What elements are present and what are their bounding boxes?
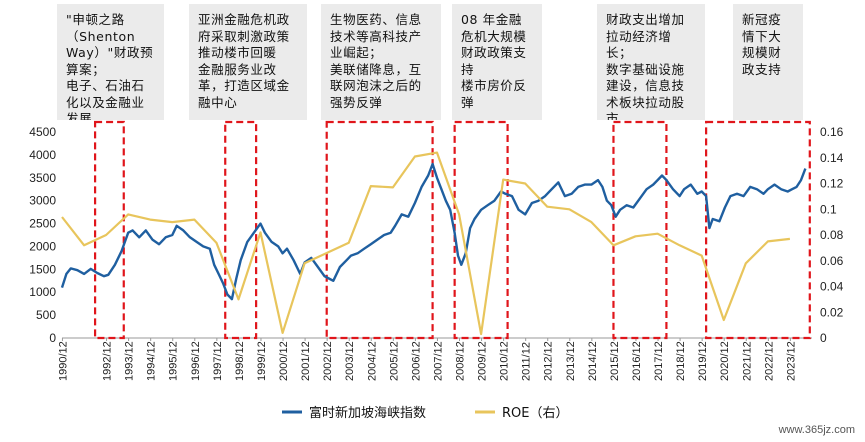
y-right-tick-label: 0.12 xyxy=(820,177,844,191)
x-tick-label: 2004/12 xyxy=(366,341,378,381)
y-left-tick-label: 4500 xyxy=(29,125,56,139)
x-tick-label: 2012/12 xyxy=(543,341,555,381)
x-tick-label: 2015/12 xyxy=(609,341,621,381)
x-tick-label: 1992/12 xyxy=(102,341,114,381)
x-tick-label: 2016/12 xyxy=(631,341,643,381)
y-right-tick-label: 0.06 xyxy=(820,254,844,268)
x-tick-label: 1994/12 xyxy=(146,341,158,381)
x-tick-label: 2007/12 xyxy=(432,341,444,381)
y-right-tick-label: 0.04 xyxy=(820,280,844,294)
x-tick-label: 2002/12 xyxy=(322,341,334,381)
x-tick-label: 1996/12 xyxy=(190,341,202,381)
y-left-tick-label: 1000 xyxy=(29,285,56,299)
x-tick-label: 2003/12 xyxy=(344,341,356,381)
y-left-tick-label: 2500 xyxy=(29,217,56,231)
x-tick-label: 2001/12 xyxy=(300,341,312,381)
highlight-period-box xyxy=(93,120,125,340)
highlight-period-box xyxy=(705,120,811,340)
x-tick-label: 2008/12 xyxy=(455,341,467,381)
annotation-1991: "申顿之路 （Shenton Way）"财政预 算案； 电子、石油石 化以及金融… xyxy=(57,4,164,120)
series-line-roe xyxy=(61,151,791,336)
x-tick-label: 2005/12 xyxy=(388,341,400,381)
highlight-period-box xyxy=(325,120,434,340)
x-tick-label: 1990/12 xyxy=(57,341,69,381)
x-tick-label: 2022/12 xyxy=(763,341,775,381)
highlight-period-box xyxy=(224,120,258,340)
y-left-tick-label: 0 xyxy=(49,331,56,345)
annotation-2008: 08 年金融 危机大规模 财政政策支 持 楼市房价反 弹 xyxy=(452,4,542,120)
y-right-tick-label: 0.16 xyxy=(820,125,844,139)
x-tick-label: 2020/12 xyxy=(719,341,731,381)
y-right-tick-label: 0.08 xyxy=(820,228,844,242)
x-tick-label: 1993/12 xyxy=(124,341,136,381)
x-tick-label: 2006/12 xyxy=(410,341,422,381)
x-tick-label: 2014/12 xyxy=(587,341,599,381)
legend-label-roe: ROE（右） xyxy=(502,406,568,421)
x-tick-label: 2000/12 xyxy=(278,341,290,381)
x-tick-label: 2009/12 xyxy=(477,341,489,381)
x-tick-label: 2013/12 xyxy=(565,341,577,381)
x-tick-label: 2021/12 xyxy=(741,341,753,381)
series-line-index xyxy=(60,162,807,301)
y-right-tick-label: 0.14 xyxy=(820,151,844,165)
x-tick-label: 2017/12 xyxy=(653,341,665,381)
highlight-period-box xyxy=(612,120,668,340)
x-tick-label: 2023/12 xyxy=(785,341,797,381)
x-tick-label: 2018/12 xyxy=(675,341,687,381)
y-right-tick-label: 0.02 xyxy=(820,305,844,319)
y-left-tick-label: 2000 xyxy=(29,239,56,253)
x-tick-label: 2010/12 xyxy=(499,341,511,381)
legend-label-index: 富时新加坡海峡指数 xyxy=(309,405,426,421)
annotation-1998: 亚洲金融危机政 府采取刺激政策 推动楼市回暖 金融服务业改 革，打造区域金 融中… xyxy=(189,4,307,120)
y-left-tick-label: 500 xyxy=(36,308,56,322)
watermark: www.365jz.com xyxy=(778,424,855,436)
x-tick-label: 2011/12 xyxy=(521,342,533,381)
x-tick-label: 1998/12 xyxy=(234,341,246,381)
y-right-tick-label: 0.1 xyxy=(820,202,837,216)
x-tick-label: 2019/12 xyxy=(697,341,709,381)
y-left-tick-label: 4000 xyxy=(29,148,56,162)
annotation-2003: 生物医药、信息 技术等高科技产 业崛起； 美联储降息，互 联网泡沫之后的 强势反… xyxy=(321,4,441,120)
y-left-tick-label: 1500 xyxy=(29,262,56,276)
x-tick-label: 1999/12 xyxy=(256,341,268,381)
y-left-tick-label: 3500 xyxy=(29,171,56,185)
x-tick-label: 1997/12 xyxy=(212,341,224,381)
y-right-tick-label: 0 xyxy=(820,331,827,345)
y-left-tick-label: 3000 xyxy=(29,194,56,208)
annotation-2016: 财政支出增加 拉动经济增 长； 数字基础设施 建设，信息技 术板块拉动股 市 xyxy=(597,4,705,120)
annotation-2020: 新冠疫 情下大 规模财 政支持 xyxy=(733,4,803,120)
x-tick-label: 1995/12 xyxy=(168,341,180,381)
